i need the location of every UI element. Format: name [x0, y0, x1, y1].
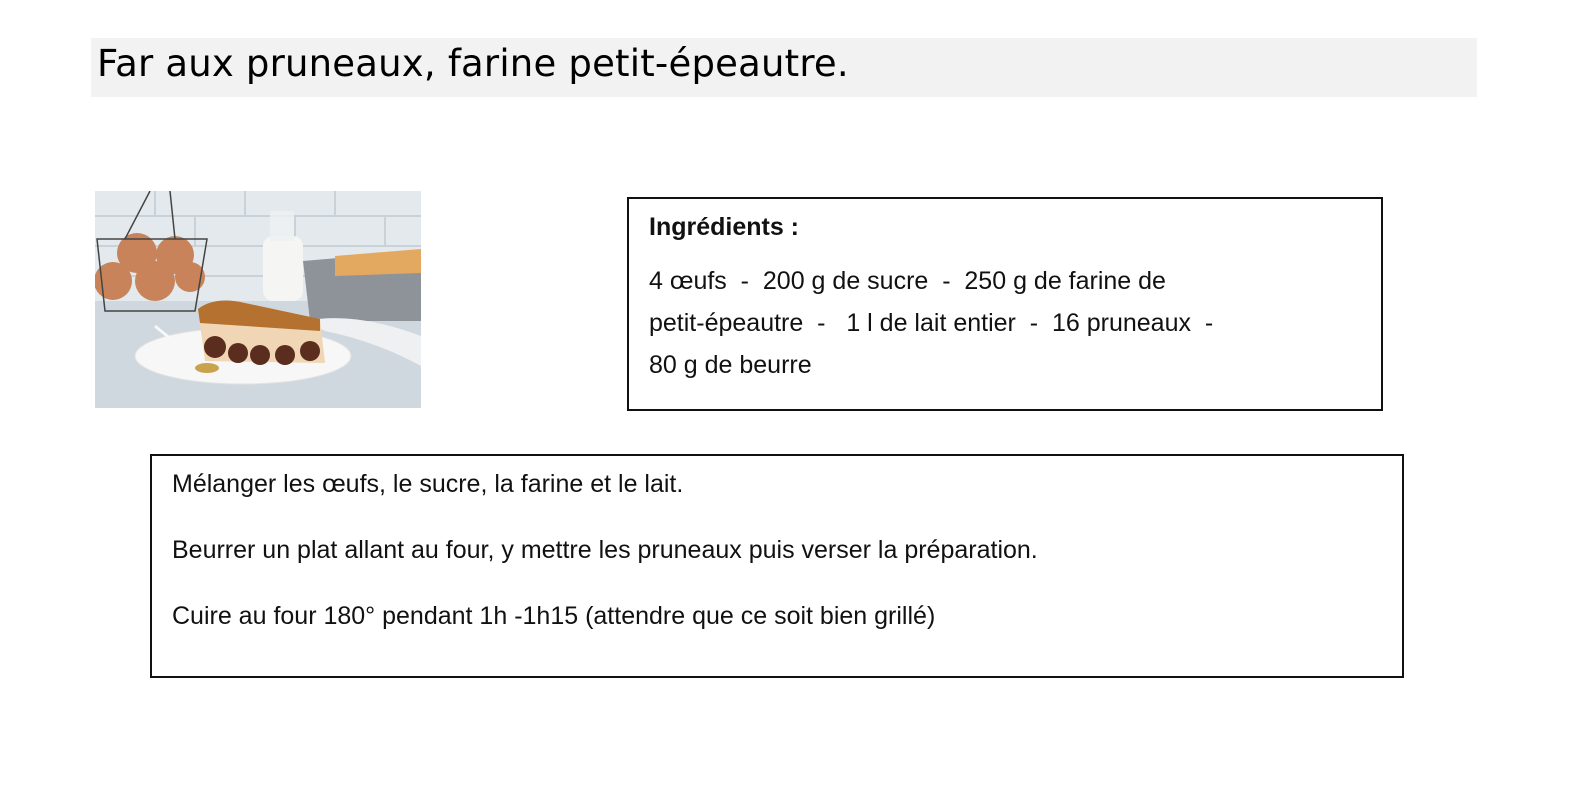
ingredients-heading: Ingrédients :	[649, 213, 800, 241]
instruction-step: Mélanger les œufs, le sucre, la farine e…	[172, 470, 684, 498]
far-photo	[95, 191, 421, 408]
instruction-step: Cuire au four 180° pendant 1h -1h15 (att…	[172, 602, 936, 630]
title-bar: Far aux pruneaux, farine petit-épeautre.	[91, 38, 1477, 97]
ingredients-box: Ingrédients : 4 œufs - 200 g de sucre - …	[627, 197, 1383, 411]
page-title: Far aux pruneaux, farine petit-épeautre.	[97, 42, 849, 85]
instructions-box: Mélanger les œufs, le sucre, la farine e…	[150, 454, 1404, 678]
ingredients-list: 4 œufs - 200 g de sucre - 250 g de farin…	[649, 260, 1361, 386]
ingredients-line: petit-épeautre - 1 l de lait entier - 16…	[649, 309, 1214, 337]
ingredients-line: 4 œufs - 200 g de sucre - 250 g de farin…	[649, 267, 1166, 295]
ingredients-line: 80 g de beurre	[649, 351, 812, 379]
instruction-step: Beurrer un plat allant au four, y mettre…	[172, 536, 1038, 564]
